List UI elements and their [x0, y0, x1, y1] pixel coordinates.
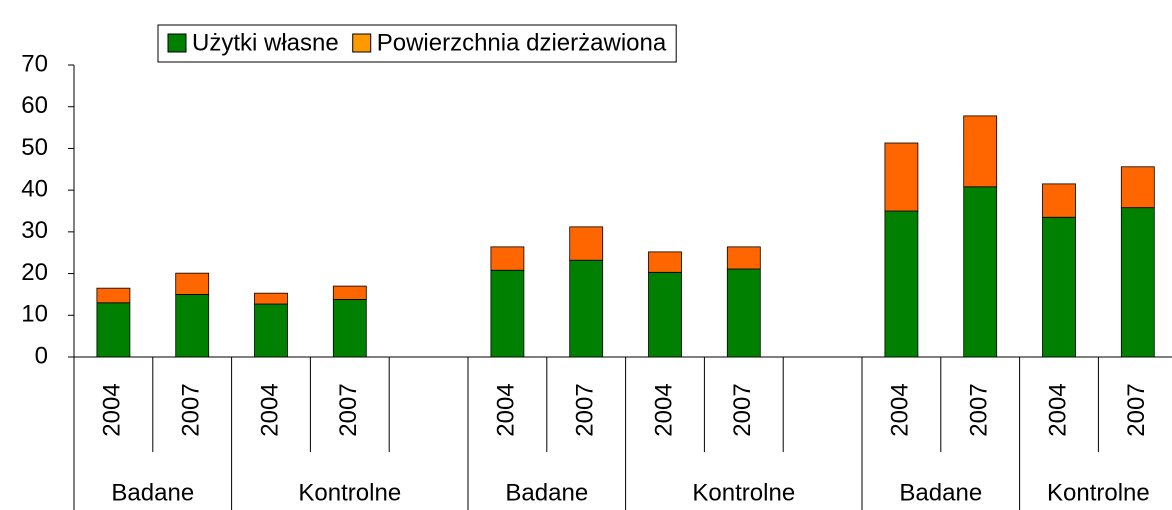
legend-label: Użytki własne	[192, 29, 339, 56]
x-tick-label: 2007	[572, 383, 599, 436]
bar-segment	[648, 271, 682, 358]
bar-segment	[726, 268, 761, 358]
x-tick-label: 2007	[1123, 383, 1150, 436]
y-tick-label: 20	[21, 259, 48, 286]
bar-segment	[332, 285, 367, 300]
bar-segment	[490, 246, 525, 271]
x-tick-label: 2004	[493, 383, 520, 436]
bar-segment	[963, 186, 998, 358]
bar-segment	[254, 292, 288, 305]
bar-segment	[1120, 166, 1155, 209]
bar-segment	[96, 287, 131, 304]
group-label: Kontrolne	[298, 479, 401, 506]
bar-segment	[332, 299, 367, 358]
x-tick-label: 2007	[729, 383, 756, 436]
x-tick-label: 2004	[650, 383, 677, 436]
y-tick-label: 10	[21, 301, 48, 328]
x-tick-label: 2007	[178, 383, 205, 436]
group-label: Badane	[505, 479, 588, 506]
y-tick-label: 50	[21, 134, 48, 161]
legend-swatch	[352, 33, 372, 53]
legend-swatch	[167, 33, 187, 53]
bar-segment	[1120, 207, 1155, 358]
legend-label: Powierzchnia dzierżawiona	[377, 29, 667, 56]
bar-segment	[884, 210, 919, 358]
x-tick-label: 2004	[99, 383, 126, 436]
y-tick-label: 40	[21, 175, 48, 202]
bar-segment	[254, 303, 288, 358]
legend: Użytki własne Powierzchnia dzierżawiona	[157, 24, 677, 63]
group-label: Kontrolne	[1047, 479, 1150, 506]
y-tick-label: 70	[21, 50, 48, 77]
bar-segment	[569, 259, 604, 358]
x-tick-label: 2007	[966, 383, 993, 436]
bar-segment	[175, 272, 210, 295]
bar-segment	[726, 246, 761, 270]
x-tick-label: 2004	[1044, 383, 1071, 436]
bar-segment	[1042, 216, 1076, 358]
y-tick-label: 60	[21, 92, 48, 119]
bar-segment	[96, 302, 131, 358]
group-label: Badane	[899, 479, 982, 506]
bar-segment	[490, 269, 525, 358]
group-label: Badane	[111, 479, 194, 506]
x-tick-label: 2004	[887, 383, 914, 436]
x-tick-label: 2007	[335, 383, 362, 436]
bar-segment	[569, 226, 604, 261]
bar-segment	[963, 115, 998, 188]
bar-segment	[884, 142, 919, 212]
bar-segment	[1042, 183, 1076, 218]
bar-segment	[175, 294, 210, 358]
legend-box	[157, 24, 677, 63]
group-label: Kontrolne	[692, 479, 795, 506]
y-tick-label: 0	[35, 342, 48, 369]
y-tick-label: 30	[21, 217, 48, 244]
bar-segment	[648, 251, 682, 273]
x-tick-label: 2004	[256, 383, 283, 436]
